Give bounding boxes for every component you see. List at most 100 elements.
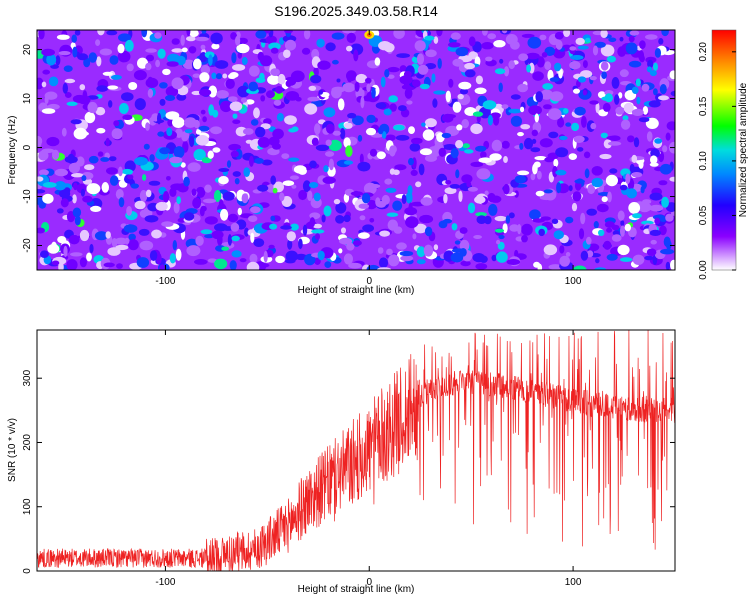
spectrogram-cell: [433, 36, 439, 44]
spectrogram-cell: [620, 220, 625, 227]
spectrogram-cell: [147, 88, 154, 98]
spectrogram-cell: [559, 135, 568, 141]
spectrogram-cell: [636, 96, 641, 105]
spectrogram-cell: [519, 142, 524, 150]
spectrogram-cell: [220, 208, 229, 221]
spectrogram-cell: [95, 107, 106, 116]
spectrogram-cell: [199, 89, 212, 96]
spectrogram-cell: [100, 157, 110, 162]
spectrogram-cell: [134, 200, 146, 210]
spectrogram-cell: [629, 30, 640, 36]
spectrogram-cell: [145, 77, 159, 88]
spectrogram-cell: [128, 233, 136, 241]
spectrogram-cell: [646, 66, 653, 73]
spectrogram-cell: [459, 227, 468, 234]
spectrogram-cell: [448, 42, 461, 48]
spectrogram-cell: [467, 202, 476, 214]
spectrogram-cell: [650, 155, 658, 164]
spectrogram-cell: [189, 30, 199, 37]
spectrogram-cell: [268, 42, 281, 50]
spectrogram-cell: [544, 61, 552, 70]
spectrogram-cell: [569, 46, 577, 51]
spectrogram-cell: [117, 50, 131, 63]
spectrogram-cell: [608, 37, 617, 43]
spectrogram-cell: [481, 42, 494, 50]
spectrogram-cell: [74, 215, 81, 226]
spectrogram-cell: [563, 108, 569, 114]
spectrogram-cell: [555, 169, 567, 176]
spectrogram-cell: [66, 259, 78, 270]
spectrogram-cell: [419, 214, 434, 224]
spectrogram-cell: [619, 69, 629, 78]
spectrogram-cell: [496, 251, 508, 263]
spectrogram-cell: [571, 202, 578, 212]
spectrogram-cell: [539, 34, 547, 41]
spectrogram-cell: [270, 47, 279, 54]
colorbar-tick-label: 0.00: [698, 260, 709, 280]
spectrogram-cell: [406, 100, 413, 105]
spectrogram-cell: [344, 122, 353, 129]
spectrogram-cell: [250, 206, 261, 214]
spectrogram-cell: [529, 209, 541, 220]
spectrogram-cell: [409, 143, 421, 152]
spectrogram-cell: [482, 30, 488, 36]
spectrogram-cell: [484, 190, 489, 196]
spectrogram-cell: [227, 96, 238, 102]
spectrogram-cell: [50, 64, 59, 69]
spectrogram-cell: [455, 169, 460, 179]
spectrogram-cell: [97, 30, 105, 36]
spectrogram-cell: [172, 117, 185, 128]
spectrogram-cell: [603, 139, 612, 149]
spectrogram-cell: [337, 98, 345, 111]
spectrogram-cell: [600, 30, 608, 38]
spectrogram-cell: [349, 43, 364, 56]
spectrogram-cell: [386, 212, 399, 217]
spectrogram-cell: [228, 73, 237, 80]
spectrogram-cell: [310, 74, 322, 84]
spectrogram-cell: [55, 55, 61, 66]
spectrogram-cell: [548, 131, 559, 139]
spectrogram-cell: [229, 260, 237, 270]
spectrogram-cell: [303, 30, 311, 40]
spectrogram-cell: [539, 195, 553, 201]
spectrogram-cell: [324, 261, 332, 268]
spectrogram-cell: [37, 77, 44, 90]
spectrogram-cell: [606, 135, 620, 141]
spectrogram-cell: [63, 65, 73, 72]
spectrogram-cell: [250, 232, 255, 243]
spectrogram-cell: [107, 247, 121, 256]
spectrogram-cell: [518, 53, 529, 61]
spectrogram-cell: [498, 234, 505, 240]
colorbar-tick-label: 0.15: [698, 96, 709, 116]
spectrogram-cell: [345, 145, 353, 157]
spectrogram-cell: [62, 82, 68, 94]
spectrogram-cell: [105, 231, 111, 239]
spectrogram-cell: [285, 250, 299, 262]
spectrogram-cell: [335, 215, 345, 224]
spectrogram-cell: [614, 94, 620, 105]
spectrogram-cell: [665, 213, 674, 222]
spectrogram-cell: [639, 40, 646, 49]
spectrogram-cell: [124, 237, 130, 245]
spectrogram-cell: [542, 83, 554, 90]
spectrogram-cell: [201, 30, 207, 34]
spectrogram-cell: [646, 248, 657, 256]
spectrogram-cell: [221, 246, 230, 251]
spectrogram-cell: [654, 217, 661, 225]
spectrogram-cell: [557, 117, 565, 128]
spectrogram-cell: [115, 189, 124, 200]
spectrogram-cell: [628, 35, 635, 43]
spectrogram-cell: [94, 231, 108, 241]
spectrogram-cell: [187, 162, 201, 172]
x-tick-label: 0: [366, 577, 372, 588]
spectrogram-cell: [577, 147, 584, 152]
spectrogram-cell: [200, 229, 213, 235]
spectrogram-cell: [645, 117, 659, 129]
spectrogram-cell: [149, 250, 158, 261]
spectrogram-cell: [554, 62, 562, 72]
spectrogram-cell: [605, 174, 619, 187]
spectrogram-cell: [387, 66, 400, 73]
spectrogram-cell: [195, 135, 209, 146]
spectrogram-cell: [136, 257, 150, 268]
spectrogram-cell: [81, 175, 87, 182]
